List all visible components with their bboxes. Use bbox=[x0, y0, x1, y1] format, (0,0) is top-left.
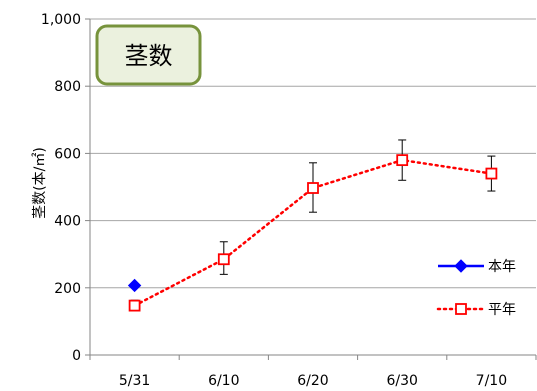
y-tick-label-4: 800 bbox=[54, 79, 81, 95]
x-tick-label-3: 6/30 bbox=[386, 373, 417, 389]
legend-marker-0 bbox=[455, 260, 467, 272]
x-tick-label-0: 5/31 bbox=[119, 373, 150, 389]
x-tick-label-2: 6/20 bbox=[297, 373, 328, 389]
x-tick-labels: 5/31 6/10 6/20 6/30 7/10 bbox=[119, 373, 507, 389]
data-point-1-1 bbox=[219, 254, 229, 264]
series-0 bbox=[129, 279, 141, 291]
data-point-1-2 bbox=[308, 183, 318, 193]
y-tick-label-2: 400 bbox=[54, 214, 81, 230]
y-axis-label: 茎数(本/㎡) bbox=[32, 147, 48, 219]
title-box: 茎数 bbox=[97, 26, 200, 84]
legend-marker-1 bbox=[456, 304, 466, 314]
y-tick-label-0: 0 bbox=[72, 348, 81, 364]
data-point-1-4 bbox=[486, 169, 496, 179]
data-point-0-0 bbox=[129, 279, 141, 291]
data-point-1-3 bbox=[397, 155, 407, 165]
series-1 bbox=[130, 140, 497, 311]
data-point-1-0 bbox=[130, 301, 140, 311]
x-tick-label-1: 6/10 bbox=[208, 373, 239, 389]
legend-label-1: 平年 bbox=[488, 302, 516, 318]
chart-title: 茎数 bbox=[125, 42, 173, 70]
x-tick-label-4: 7/10 bbox=[476, 373, 507, 389]
legend-label-0: 本年 bbox=[488, 259, 516, 275]
y-tick-label-1: 200 bbox=[54, 281, 81, 297]
y-tick-label-5: 1,000 bbox=[41, 12, 81, 28]
series-layer bbox=[129, 140, 497, 311]
y-tick-label-3: 600 bbox=[54, 146, 81, 162]
